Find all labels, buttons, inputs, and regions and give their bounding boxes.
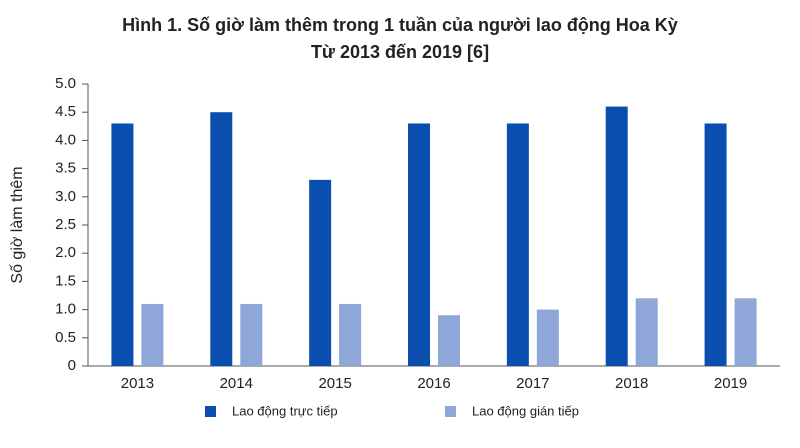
y-axis-label: Số giờ làm thêm	[9, 166, 26, 283]
bar	[210, 112, 233, 366]
bar	[605, 106, 628, 366]
bar	[635, 298, 658, 366]
bar	[506, 123, 529, 366]
y-tick-label: 2.5	[55, 216, 76, 233]
y-tick-label: 3.5	[55, 160, 76, 177]
y-tick-label: 1.0	[55, 301, 76, 318]
y-tick-label: 0	[68, 357, 76, 374]
x-tick-label: 2015	[318, 375, 351, 392]
x-tick-label: 2014	[220, 375, 253, 392]
y-tick-label: 0.5	[55, 329, 76, 346]
bar	[438, 315, 460, 366]
x-tick-label: 2017	[516, 375, 549, 392]
bar	[141, 303, 164, 366]
bar	[240, 303, 263, 366]
legend-swatch	[205, 406, 216, 417]
bar	[408, 123, 430, 366]
x-tick-label: 2018	[615, 375, 648, 392]
bar	[734, 298, 757, 366]
bar	[704, 123, 727, 366]
legend-label: Lao động gián tiếp	[472, 403, 579, 418]
y-tick-label: 5.0	[55, 75, 76, 92]
y-tick-label: 2.0	[55, 244, 76, 261]
bar	[309, 179, 332, 366]
bar	[536, 309, 559, 366]
bar	[339, 303, 362, 366]
y-tick-label: 4.0	[55, 131, 76, 148]
x-tick-label: 2013	[121, 375, 154, 392]
y-tick-label: 1.5	[55, 272, 76, 289]
x-tick-label: 2016	[417, 375, 450, 392]
chart-title: Hình 1. Số giờ làm thêm trong 1 tuần của…	[122, 15, 678, 35]
legend-swatch	[445, 406, 456, 417]
x-tick-label: 2019	[714, 375, 747, 392]
chart-subtitle: Từ 2013 đến 2019 [6]	[311, 42, 489, 62]
legend-label: Lao động trực tiếp	[232, 403, 338, 418]
y-tick-label: 3.0	[55, 188, 76, 205]
y-tick-label: 4.5	[55, 103, 76, 120]
bar	[111, 123, 134, 366]
